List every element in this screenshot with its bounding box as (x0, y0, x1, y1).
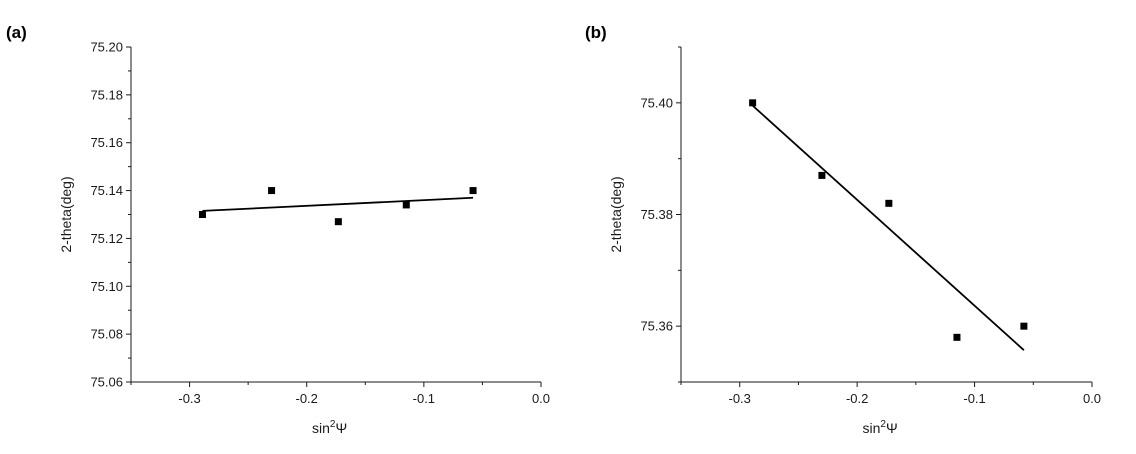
x-tick-label: -0.2 (846, 391, 868, 406)
data-point (334, 218, 342, 226)
x-axis-title-symbol: Ψ (335, 420, 347, 436)
data-point (1020, 322, 1028, 330)
data-point (268, 187, 276, 195)
y-tick-label: 75.06 (90, 375, 123, 390)
data-point (885, 199, 893, 207)
chart-panel-b: (b) 2-theta(deg) sin2Ψ -0.3 -0.2 -0.1 0.0 75… (585, 23, 1101, 436)
y-tick-label: 75.14 (90, 183, 123, 198)
y-axis-title: 2-theta(deg) (58, 176, 74, 252)
x-tick-label: -0.3 (178, 391, 200, 406)
x-tick-label: -0.1 (413, 391, 435, 406)
x-axis-title: sin2Ψ (312, 419, 347, 436)
data-point (402, 201, 410, 209)
y-tick-label: 75.10 (90, 279, 123, 294)
fit-line (752, 104, 1025, 351)
y-tick-label: 75.16 (90, 135, 123, 150)
y-tick-label: 75.36 (640, 319, 673, 334)
x-axis-title-superscript: 2 (880, 419, 886, 430)
x-axis-title-superscript: 2 (330, 419, 336, 430)
data-point (198, 211, 206, 218)
data-point (469, 187, 477, 195)
fit-line (202, 196, 474, 212)
x-axis-title-symbol: Ψ (886, 420, 898, 436)
y-tick-label: 75.12 (90, 231, 123, 246)
chart-panel-a: (a) 2-theta(deg) sin2Ψ -0.3 -0.2 -0.1 0.0 75… (6, 23, 550, 436)
panel-label: (a) (6, 23, 27, 42)
y-tick-label: 75.40 (640, 95, 673, 110)
y-tick-label: 75.38 (640, 207, 673, 222)
x-axis-title-base: sin (312, 420, 330, 436)
x-tick-label: 0.0 (1083, 391, 1101, 406)
y-tick-label: 75.08 (90, 327, 123, 342)
data-point (818, 171, 826, 179)
data-point (953, 333, 961, 341)
x-axis-title-base: sin (863, 420, 881, 436)
x-axis-title: sin2Ψ (863, 419, 898, 436)
y-tick-label: 75.20 (90, 40, 123, 55)
x-tick-label: -0.2 (296, 391, 318, 406)
y-axis-title: 2-theta(deg) (608, 176, 624, 252)
x-tick-label: -0.3 (729, 391, 751, 406)
y-tick-label: 75.18 (90, 87, 123, 102)
x-tick-label: -0.1 (963, 391, 985, 406)
data-point (749, 99, 757, 107)
panel-label: (b) (585, 23, 607, 42)
x-tick-label: 0.0 (532, 391, 550, 406)
